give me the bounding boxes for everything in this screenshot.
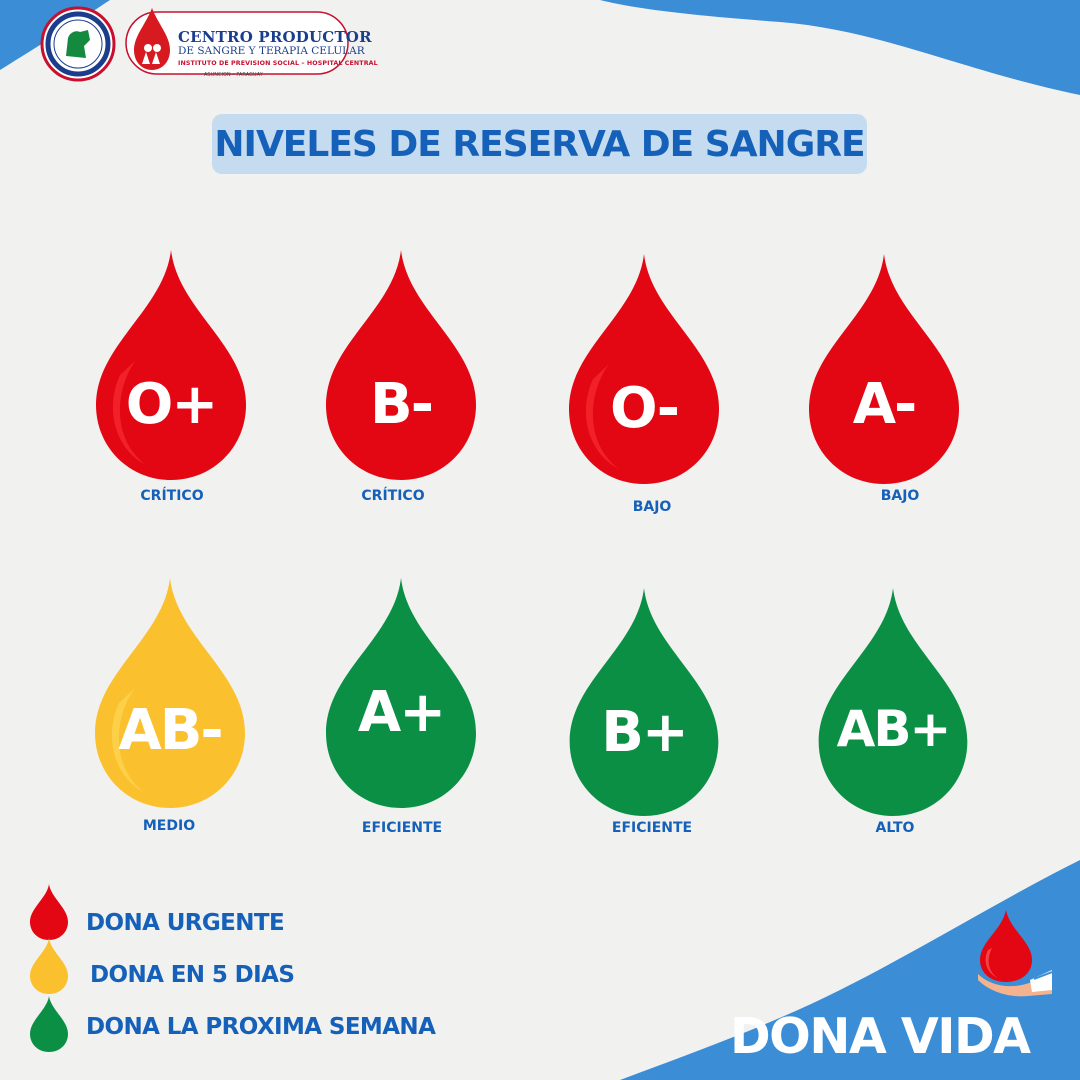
blood-type-label: O+: [125, 372, 219, 437]
blood-type-label: A+: [357, 680, 446, 745]
blood-drop-ab-negative: AB-: [94, 578, 246, 808]
blood-drop-o-negative: O-: [569, 254, 719, 484]
status-label: EFICIENTE: [361, 820, 443, 836]
seal-logo-icon: [40, 6, 116, 82]
green-drop-icon: [30, 996, 68, 1052]
legend-item-next-week: DONA LA PROXIMA SEMANA: [30, 996, 510, 1052]
blood-drop-o-positive: O+: [94, 250, 248, 480]
status-label: EFICIENTE: [611, 820, 693, 836]
legend-item-urgent: DONA URGENTE: [30, 884, 510, 940]
yellow-drop-icon: [30, 938, 68, 994]
ips-seal-logo: [40, 6, 116, 82]
blood-type-label: O-: [610, 376, 680, 441]
red-drop-icon: [30, 884, 68, 940]
hand-holding-drop: [972, 908, 1053, 998]
blood-drop-a-negative: A-: [808, 254, 960, 484]
status-label: BAJO: [880, 488, 920, 504]
blood-drop-b-positive: B+: [569, 588, 719, 816]
cps-logo: CENTRO PRODUCTOR DE SANGRE Y TERAPIA CEL…: [124, 4, 378, 84]
blood-drop-icon: [818, 588, 968, 816]
blood-drop-icon: [326, 250, 476, 480]
blood-drop-icon: [96, 250, 246, 480]
blood-type-label: B-: [370, 372, 434, 437]
status-label: ALTO: [875, 820, 915, 836]
location-line: ASUNCION – PARAGUAY: [204, 72, 263, 78]
legend-label: DONA LA PROXIMA SEMANA: [86, 1014, 436, 1040]
status-label: CRÍTICO: [361, 488, 425, 504]
logo-frame: [125, 8, 349, 75]
blood-drop-icon: [569, 588, 719, 816]
legend-label: DONA EN 5 DIAS: [90, 962, 295, 988]
dona-vida-tagline: DONA VIDA: [730, 1008, 1031, 1065]
title-banner: NIVELES DE RESERVA DE SANGRE: [212, 114, 867, 174]
blood-type-label: A-: [852, 372, 918, 437]
institute-line: INSTITUTO DE PREVISION SOCIAL – HOSPITAL…: [178, 60, 378, 67]
blood-drop-icon: [569, 254, 719, 484]
blood-type-label: AB+: [836, 700, 952, 758]
status-label: CRÍTICO: [140, 488, 204, 504]
page-title: NIVELES DE RESERVA DE SANGRE: [214, 123, 865, 165]
status-label: BAJO: [632, 499, 672, 515]
blood-drop-ab-positive: AB+: [818, 588, 968, 816]
blood-drop-icon: [809, 254, 959, 484]
status-label: MEDIO: [142, 818, 196, 834]
legend-label: DONA URGENTE: [86, 910, 285, 936]
hand-holding-drop-icon: [978, 910, 1053, 997]
legend-item-5-days: DONA EN 5 DIAS: [30, 938, 510, 994]
center-name-line2: DE SANGRE Y TERAPIA CELULAR: [178, 45, 365, 57]
blood-drop-icon: [95, 578, 245, 808]
blood-drop-a-positive: A+: [326, 578, 476, 808]
blood-drop-b-negative: B-: [325, 250, 477, 480]
blood-type-label: AB-: [118, 698, 223, 763]
blood-drop-icon: [326, 578, 476, 808]
blood-type-label: B+: [601, 700, 689, 765]
center-name-line1: CENTRO PRODUCTOR: [178, 28, 372, 46]
